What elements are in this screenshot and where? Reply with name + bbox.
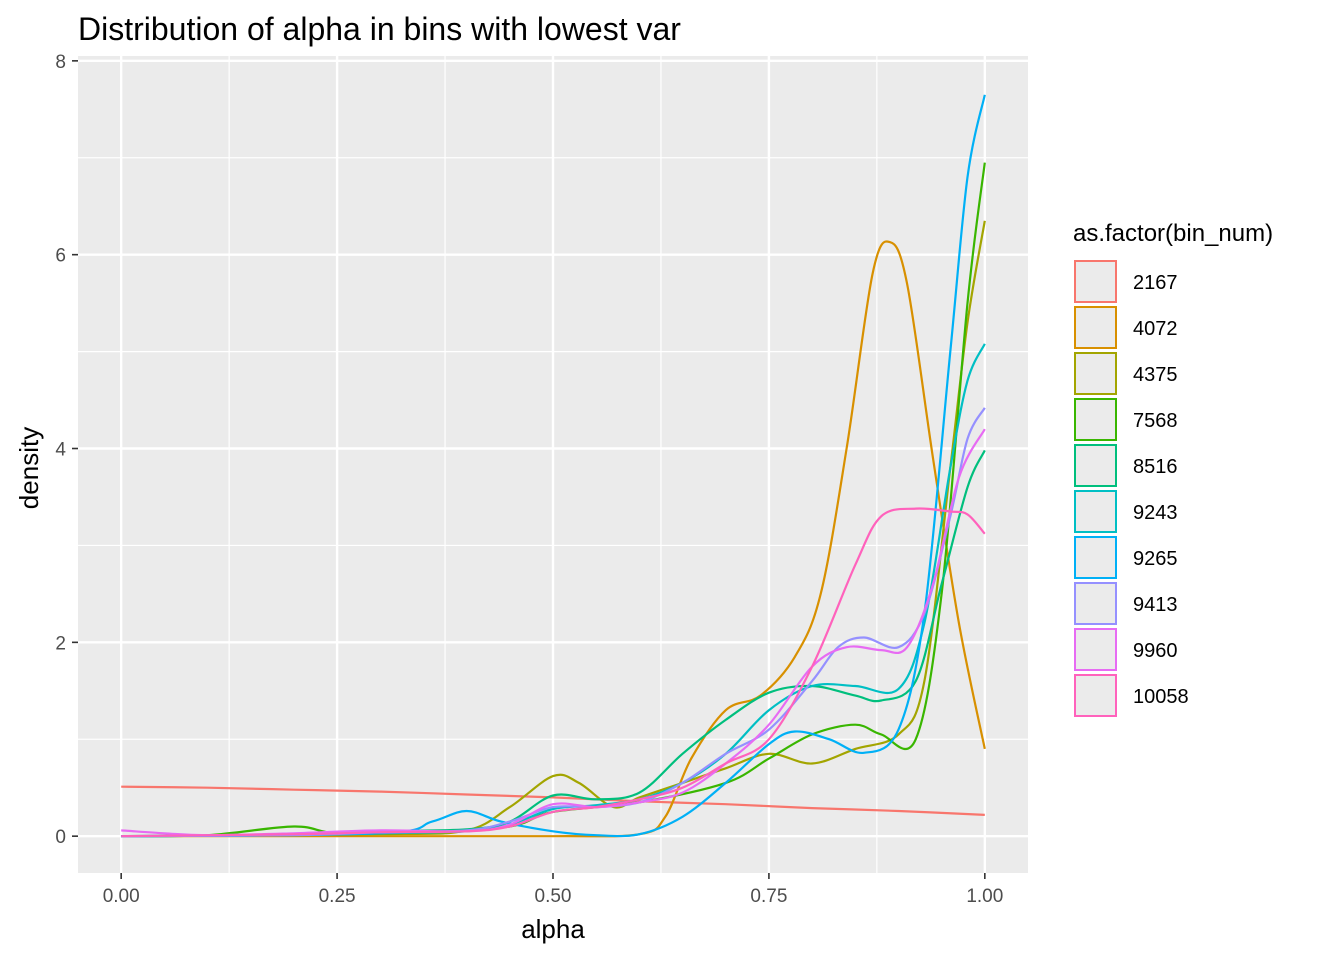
legend-key [1074, 536, 1117, 579]
legend-key [1074, 582, 1117, 625]
legend-key [1074, 398, 1117, 441]
legend-label: 9265 [1133, 548, 1178, 570]
series-line-10058 [121, 507, 986, 838]
x-axis: 0.00 0.25 0.50 0.75 1.00 [103, 873, 1003, 907]
legend-item-8516: 8516 [1074, 444, 1178, 487]
series-line-4072 [121, 240, 986, 838]
legend-label: 2167 [1133, 272, 1178, 294]
y-tick-label: 4 [55, 440, 66, 461]
chart-title: Distribution of alpha in bins with lowes… [78, 11, 681, 47]
legend-label: 8516 [1133, 456, 1178, 478]
legend-item-4375: 4375 [1074, 352, 1178, 395]
legend-title: as.factor(bin_num) [1073, 220, 1273, 247]
y-tick-label: 0 [55, 827, 66, 848]
legend-label: 10058 [1133, 686, 1189, 708]
x-tick-label: 0.25 [319, 886, 356, 907]
legend-label: 9413 [1133, 594, 1178, 616]
legend-key [1074, 490, 1117, 533]
x-tick-label: 1.00 [966, 886, 1003, 907]
x-tick-label: 0.50 [535, 886, 572, 907]
series-line-9265 [121, 94, 986, 838]
legend-item-9243: 9243 [1074, 490, 1178, 533]
legend-key [1074, 260, 1117, 303]
legend: as.factor(bin_num) 2167 4072 4375 7568 8516 9… [1073, 220, 1273, 717]
x-tick-label: 0.00 [103, 886, 140, 907]
y-axis: 0 2 4 6 8 [55, 52, 78, 848]
legend-key [1074, 306, 1117, 349]
x-tick-label: 0.75 [750, 886, 787, 907]
legend-item-10058: 10058 [1074, 674, 1189, 717]
legend-key [1074, 674, 1117, 717]
series-lines [121, 94, 986, 838]
legend-item-2167: 2167 [1074, 260, 1178, 303]
legend-item-7568: 7568 [1074, 398, 1178, 441]
legend-item-9265: 9265 [1074, 536, 1178, 579]
legend-item-9413: 9413 [1074, 582, 1178, 625]
legend-item-4072: 4072 [1074, 306, 1178, 349]
legend-label: 4375 [1133, 364, 1178, 386]
legend-label: 9960 [1133, 640, 1178, 662]
legend-label: 9243 [1133, 502, 1178, 524]
y-tick-label: 6 [55, 246, 66, 267]
legend-key [1074, 352, 1117, 395]
legend-key [1074, 628, 1117, 671]
legend-key [1074, 444, 1117, 487]
y-tick-label: 8 [55, 52, 66, 73]
legend-label: 7568 [1133, 410, 1178, 432]
series-line-2167 [121, 785, 985, 816]
legend-items: 2167 4072 4375 7568 8516 9243 9265 9413 9960 1005… [1074, 260, 1189, 717]
y-tick-label: 2 [55, 633, 66, 654]
legend-label: 4072 [1133, 318, 1178, 340]
y-axis-title: density [14, 427, 44, 509]
legend-item-9960: 9960 [1074, 628, 1178, 671]
x-axis-title: alpha [521, 914, 585, 944]
